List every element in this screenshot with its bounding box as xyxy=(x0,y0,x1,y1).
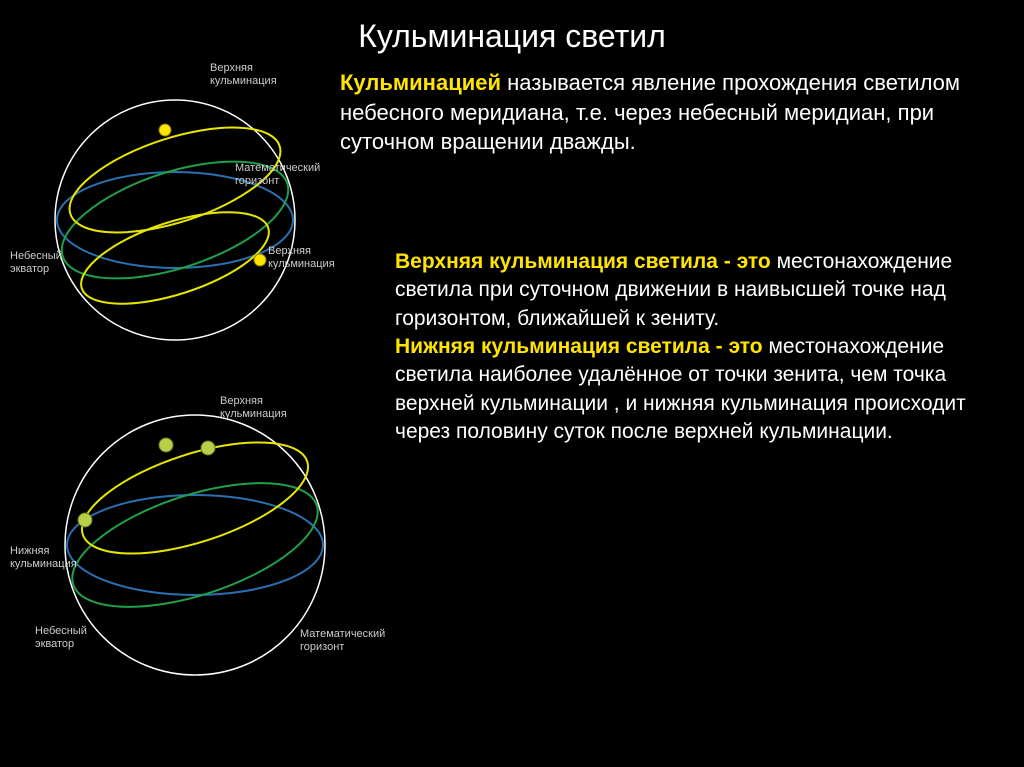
label-upper-culmination-2: Верхняякульминация xyxy=(268,245,335,270)
star-icon xyxy=(159,438,173,452)
star-icon xyxy=(159,124,171,136)
celestial-sphere-diagram-lower: Верхняякульминация Нижняякульминация Мат… xyxy=(10,380,380,690)
label-celestial-equator-2: Небесныйэкватор xyxy=(35,625,87,650)
sphere-svg-1 xyxy=(10,60,340,350)
upper-culmination-title: Верхняя кульминация светила - это xyxy=(395,250,771,273)
label-lower-culmination: Нижняякульминация xyxy=(10,545,77,570)
star-icon xyxy=(78,513,92,527)
label-celestial-equator-1: Небесныйэкватор xyxy=(10,250,62,275)
lower-culmination-title: Нижняя кульминация светила - это xyxy=(395,335,763,358)
label-upper-culmination-3: Верхняякульминация xyxy=(220,395,287,420)
page-title: Кульминация светил xyxy=(0,18,1024,55)
label-upper-culmination-1: Верхняякульминация xyxy=(210,62,277,87)
label-math-horizon-1: Математическийгоризонт xyxy=(235,162,320,187)
star-icon xyxy=(254,254,266,266)
intro-highlight: Кульминацией xyxy=(340,70,501,95)
star-icon xyxy=(201,441,215,455)
label-math-horizon-2: Математическийгоризонт xyxy=(300,628,385,653)
body-paragraphs: Верхняя кульминация светила - это местон… xyxy=(395,248,1005,446)
celestial-sphere-diagram-upper: Верхняякульминация Верхняякульминация Ма… xyxy=(10,60,340,350)
intro-paragraph: Кульминацией называется явление прохожде… xyxy=(340,68,1000,157)
